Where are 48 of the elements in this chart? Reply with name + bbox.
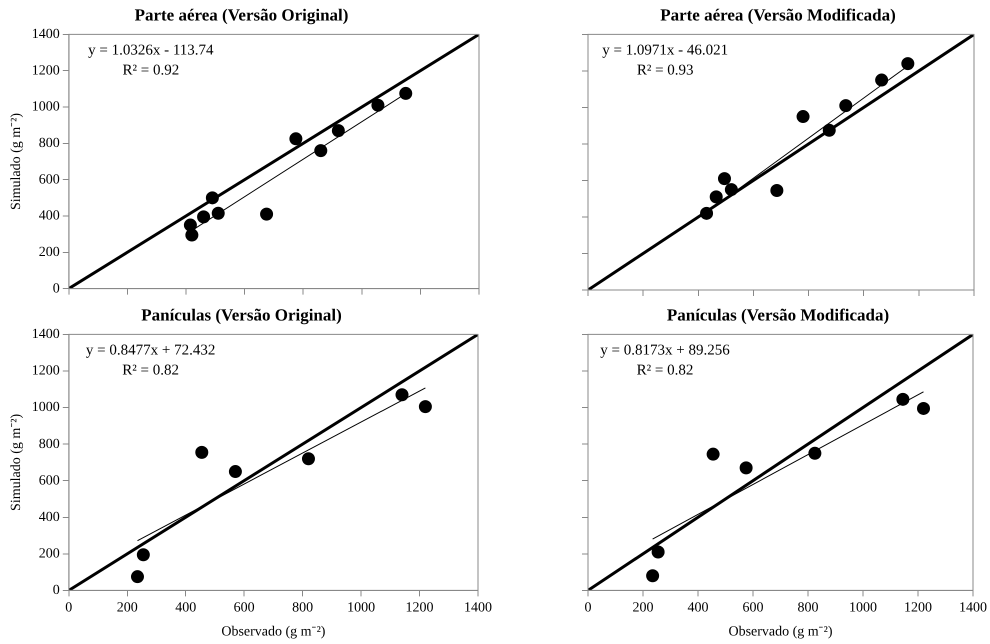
- x-tick-label: 1200: [406, 600, 434, 616]
- y-tick-label: 400: [38, 510, 60, 525]
- chart-title: Parte aérea (Versão Modificada): [660, 6, 896, 25]
- x-tick-label: 800: [798, 600, 818, 616]
- y-tick-label: 1200: [32, 63, 60, 78]
- annotation: R² = 0.82: [636, 362, 694, 378]
- annotation: y = 1.0326x - 113.74: [88, 42, 214, 58]
- x-tick-label: 1000: [347, 600, 376, 616]
- x-tick-label: 200: [116, 600, 138, 616]
- chart-title: Parte aérea (Versão Original): [134, 6, 348, 25]
- y-tick-label: 800: [38, 136, 60, 152]
- y-axis-title: Simulado (g m⁻²): [9, 414, 24, 511]
- y-tick-label: 1200: [32, 364, 60, 379]
- annotation: R² = 0.82: [122, 362, 179, 378]
- y-tick-label: 400: [38, 208, 60, 224]
- x-tick-label: 600: [742, 600, 764, 616]
- annotation: y = 1.0971x - 46.021: [602, 42, 728, 58]
- chart-title: Panículas (Versão Modificada): [666, 306, 890, 325]
- x-tick-label: 600: [234, 600, 255, 616]
- annotation: y = 0.8173x + 89.256: [600, 342, 730, 358]
- annotation: R² = 0.93: [636, 62, 694, 78]
- annotation: y = 0.8477x + 72.432: [86, 342, 216, 358]
- x-tick-label: 400: [688, 600, 708, 616]
- x-tick-label: 1400: [959, 600, 987, 616]
- chart-title: Panículas (Versão Original): [141, 306, 342, 325]
- y-tick-label: 0: [52, 281, 60, 296]
- x-tick-label: 800: [292, 600, 314, 616]
- y-tick-label: 1400: [32, 327, 60, 342]
- x-tick-label: 0: [584, 600, 592, 616]
- y-tick-label: 600: [38, 473, 60, 488]
- y-tick-label: 200: [38, 546, 60, 562]
- y-tick-label: 1000: [32, 100, 60, 115]
- y-tick-label: 1400: [32, 27, 60, 42]
- y-tick-label: 600: [38, 172, 60, 188]
- x-tick-label: 400: [175, 600, 196, 616]
- x-tick-label: 200: [632, 600, 654, 616]
- y-tick-label: 800: [38, 436, 60, 452]
- x-axis-title: Observado (g m⁻²): [221, 624, 326, 640]
- x-tick-label: 1000: [849, 600, 877, 616]
- annotation: R² = 0.92: [122, 62, 180, 78]
- x-tick-label: 1400: [464, 600, 492, 616]
- y-tick-label: 0: [52, 583, 60, 598]
- y-tick-label: 200: [38, 244, 60, 260]
- y-axis-title: Simulado (g m⁻²): [9, 112, 24, 210]
- x-axis-title: Observado (g m⁻²): [728, 624, 833, 640]
- x-tick-label: 1200: [904, 600, 932, 616]
- y-tick-label: 1000: [32, 400, 60, 416]
- x-tick-label: 0: [65, 600, 72, 616]
